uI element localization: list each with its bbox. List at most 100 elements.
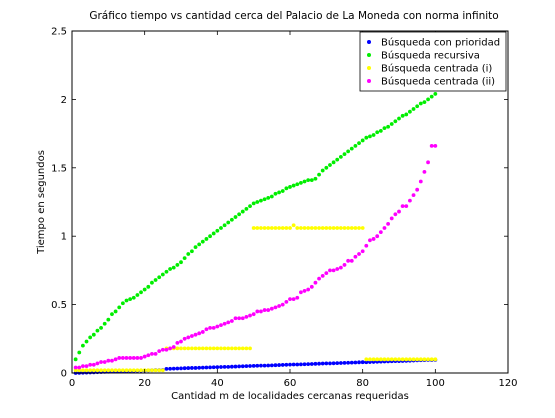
data-point — [418, 179, 423, 184]
data-point — [160, 347, 165, 352]
data-point — [91, 332, 96, 337]
data-point — [222, 223, 227, 228]
data-point — [255, 363, 260, 368]
data-point — [349, 360, 354, 365]
data-point — [309, 226, 314, 230]
data-point — [99, 325, 103, 330]
data-point — [317, 226, 321, 230]
data-point — [153, 278, 158, 282]
data-point — [273, 305, 278, 310]
data-point — [291, 362, 296, 367]
data-point — [259, 198, 263, 203]
data-point — [106, 317, 111, 322]
data-point — [164, 269, 169, 274]
data-point — [153, 368, 158, 373]
data-point — [400, 204, 405, 209]
data-point — [211, 346, 216, 351]
data-point — [309, 362, 314, 366]
data-point — [400, 113, 405, 118]
data-point — [280, 226, 285, 230]
data-point — [313, 280, 318, 285]
data-point — [208, 346, 212, 351]
data-point — [393, 119, 398, 124]
x-axis-label: Cantidad m de localidades cercanas reque… — [171, 391, 409, 402]
data-point — [197, 346, 202, 351]
y-tick-label: 0.5 — [51, 300, 67, 311]
data-point — [266, 226, 271, 230]
data-point — [211, 365, 216, 370]
data-point — [408, 109, 412, 114]
legend-marker — [367, 40, 371, 44]
data-point — [128, 368, 133, 373]
data-point — [255, 309, 260, 314]
data-point — [338, 361, 343, 365]
data-point — [262, 363, 267, 368]
data-point — [182, 336, 187, 341]
data-point — [386, 357, 390, 362]
data-point — [342, 263, 347, 267]
data-point — [204, 365, 209, 370]
data-point — [255, 226, 260, 230]
data-point — [368, 357, 372, 362]
legend-entry: Búsqueda con prioridad — [381, 37, 500, 49]
data-point — [386, 221, 390, 226]
x-tick-label: 100 — [426, 378, 445, 389]
data-point — [360, 249, 365, 254]
data-point — [84, 364, 89, 369]
x-axis: 0 20 40 60 80 100 120 — [69, 31, 518, 389]
data-point — [288, 226, 292, 230]
legend-box — [359, 31, 507, 92]
data-point — [368, 134, 372, 139]
data-point — [411, 193, 416, 198]
data-point — [139, 356, 143, 360]
y-tick-label: 0 — [61, 369, 67, 380]
data-point — [99, 368, 103, 373]
data-point — [422, 170, 427, 174]
data-point — [124, 356, 129, 360]
data-point — [179, 339, 183, 344]
data-point — [288, 297, 292, 302]
data-point — [88, 362, 93, 367]
data-point — [120, 356, 125, 360]
data-point — [389, 122, 394, 126]
data-point — [269, 194, 274, 199]
data-point — [277, 304, 281, 308]
data-point — [422, 357, 427, 362]
series-3 — [73, 223, 438, 373]
data-point — [338, 226, 343, 230]
data-point — [193, 366, 198, 370]
data-point — [386, 124, 390, 129]
y-axis: 0 0.5 1 1.5 2 2.5 — [51, 27, 508, 380]
data-point — [182, 346, 187, 351]
data-point — [357, 252, 361, 256]
data-point — [128, 297, 133, 302]
data-point — [102, 368, 107, 373]
data-point — [331, 160, 336, 165]
data-point — [215, 365, 220, 370]
data-point — [124, 368, 129, 373]
data-point — [171, 345, 176, 349]
data-point — [273, 363, 278, 368]
data-point — [331, 268, 336, 273]
data-point — [77, 368, 82, 373]
data-point — [353, 360, 358, 365]
x-tick-label: 20 — [138, 378, 151, 389]
data-point — [353, 226, 358, 230]
data-point — [302, 226, 307, 230]
data-point — [95, 328, 100, 333]
data-point — [397, 209, 401, 214]
data-point — [240, 364, 245, 369]
x-tick-label: 60 — [284, 378, 297, 389]
data-point — [219, 226, 223, 230]
data-point — [193, 346, 198, 351]
data-point — [110, 368, 114, 373]
data-point — [102, 360, 107, 364]
data-point — [426, 160, 430, 165]
data-point — [215, 228, 220, 233]
data-point — [302, 179, 307, 184]
data-point — [288, 185, 292, 189]
series-4 — [73, 144, 438, 370]
data-point — [190, 249, 194, 254]
data-point — [295, 362, 300, 367]
